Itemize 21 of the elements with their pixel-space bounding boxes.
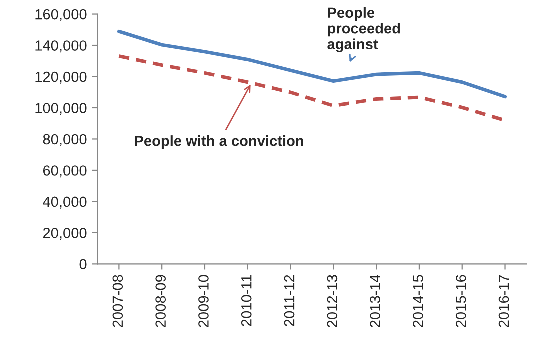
text: People with a conviction	[135, 136, 304, 150]
y-tick-label: 60,000	[43, 166, 87, 178]
y-tick-label: 0	[80, 259, 87, 270]
x-tick-label: 2015-16	[456, 275, 466, 328]
y-tick-label: 120,000	[36, 72, 87, 84]
y-tick-label: 20,000	[43, 228, 87, 240]
y-tick-label: 40,000	[43, 196, 87, 209]
x-tick-label: 2016-17	[498, 275, 510, 328]
series-label: People proceeded against	[328, 7, 400, 52]
x-tick-label: 2013-14	[370, 275, 380, 328]
x-tick-label: 2010-11	[241, 275, 252, 326]
y-tick-label: 80,000	[43, 134, 87, 146]
y-tick-label: 140,000	[36, 40, 87, 53]
y-tick-label: 100,000	[36, 103, 87, 116]
x-tick-label: 2007-08	[112, 275, 124, 328]
y-tick-label: 160,000	[36, 9, 87, 22]
x-tick-label: 2012-13	[327, 275, 338, 328]
x-tick-label: 2009-10	[198, 275, 209, 328]
x-tick-label: 2011-12	[284, 275, 295, 326]
x-tick-label: 2014-15	[413, 275, 424, 328]
x-tick-label: 2008-09	[156, 275, 166, 328]
